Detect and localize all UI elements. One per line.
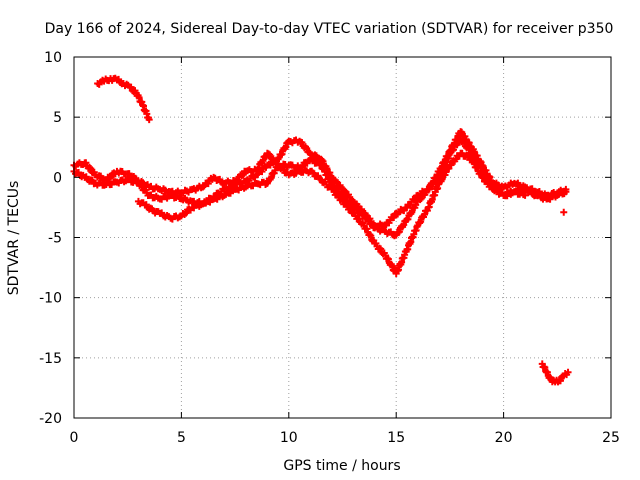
y-tick-label: -15 bbox=[39, 351, 62, 367]
x-tick-label: 15 bbox=[387, 430, 405, 446]
series-late-segment bbox=[538, 360, 572, 386]
x-tick-label: 10 bbox=[280, 430, 298, 446]
data-point bbox=[560, 208, 568, 216]
axes: 0 5 10 15 20 25 -20 -15 -10 -5 0 5 10 bbox=[39, 50, 620, 446]
series-early-segment bbox=[94, 74, 153, 124]
x-tick-label: 25 bbox=[602, 430, 620, 446]
x-tick-label: 5 bbox=[177, 430, 186, 446]
y-tick-label: 0 bbox=[53, 170, 62, 186]
x-tick-label: 0 bbox=[70, 430, 79, 446]
series-fill-markers bbox=[136, 135, 527, 231]
series-fill-markers bbox=[539, 363, 571, 386]
x-axis-label: GPS time / hours bbox=[283, 458, 400, 474]
chart-title: Day 166 of 2024, Sidereal Day-to-day VTE… bbox=[45, 21, 614, 37]
y-tick-label: -10 bbox=[39, 291, 62, 307]
series-isolated-point bbox=[560, 208, 568, 216]
y-tick-label: 5 bbox=[53, 110, 62, 126]
series-fill-markers bbox=[95, 74, 152, 122]
series-layer bbox=[70, 74, 572, 386]
grid bbox=[74, 57, 611, 418]
x-tick-label: 20 bbox=[495, 430, 513, 446]
y-axis-label: SDTVAR / TECUs bbox=[6, 181, 22, 296]
y-tick-label: 10 bbox=[44, 50, 62, 66]
series-track-c bbox=[134, 135, 529, 231]
y-tick-label: -5 bbox=[48, 231, 62, 247]
y-tick-label: -20 bbox=[39, 411, 62, 427]
